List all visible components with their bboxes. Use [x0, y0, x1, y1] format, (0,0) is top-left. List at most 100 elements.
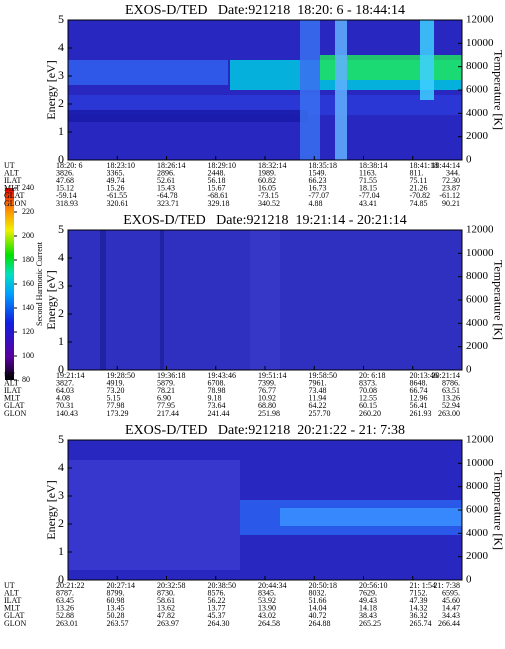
ephemeris-value: 50.28 — [107, 611, 125, 620]
ephemeris-value: 5.15 — [107, 394, 121, 403]
ephemeris-value: -61.55 — [107, 191, 128, 200]
ephemeris-value: 47.68 — [56, 176, 74, 185]
ephemeris-value: 74.85 — [410, 199, 428, 208]
ephemeris-value: 9.18 — [208, 394, 222, 403]
y-axis-label: Energy [eV] — [44, 480, 58, 539]
ephemeris-value: 15.67 — [208, 184, 226, 193]
ephemeris-value: 47.82 — [157, 611, 175, 620]
ephemeris-value: 265.74 — [410, 619, 432, 628]
ephemeris-value: 5879. — [157, 378, 175, 387]
ephemeris-value: 264.88 — [309, 619, 331, 628]
ephemeris-value: 52.61 — [157, 176, 175, 185]
ephemeris-value: 264.30 — [208, 619, 230, 628]
ephemeris-value: 1549. — [309, 168, 327, 177]
ephemeris-value: 10.92 — [258, 394, 276, 403]
spectrogram-texture — [100, 230, 106, 370]
y2-tick-label: 12000 — [466, 14, 494, 26]
y-tick-label: 1 — [58, 544, 64, 558]
ephemeris-value: 18:26:14 — [157, 161, 185, 170]
ephemeris-value: 16.73 — [309, 184, 327, 193]
ephemeris-value: 13.45 — [107, 604, 125, 613]
ephemeris-value: 13.77 — [208, 604, 226, 613]
y-tick-label: 2 — [58, 306, 64, 320]
ephemeris-label: GLAT — [4, 401, 25, 410]
ephemeris-value: 261.93 — [410, 409, 432, 418]
y-axis-label: Energy [eV] — [44, 60, 58, 119]
y2-tick-label: 10000 — [466, 457, 494, 469]
y2-tick-label: 12000 — [466, 224, 494, 236]
y2-tick-label: 4000 — [466, 317, 489, 329]
ephemeris-value: 19:51:14 — [258, 371, 286, 380]
colorbar-tick-label: 100 — [22, 351, 34, 360]
ephemeris-value: 14.04 — [309, 604, 327, 613]
ephemeris-value: 14.32 — [410, 604, 428, 613]
ephemeris-value: 18:35:18 — [309, 161, 337, 170]
ephemeris-value: 43.41 — [359, 199, 377, 208]
y-tick-label: 3 — [58, 488, 64, 502]
ephemeris-value: 6595. — [442, 588, 460, 597]
spectrogram-texture — [300, 20, 320, 160]
ephemeris-value: 18:23:10 — [107, 161, 135, 170]
y-axis-label: Energy [eV] — [44, 270, 58, 329]
ephemeris-value: 4.08 — [56, 394, 70, 403]
ephemeris-value: 15.43 — [157, 184, 175, 193]
ephemeris-value: 340.52 — [258, 199, 280, 208]
ephemeris-value: 64.22 — [309, 401, 327, 410]
y2-tick-label: 4000 — [466, 107, 489, 119]
ephemeris-value: 2896. — [157, 168, 175, 177]
ephemeris-value: 4.88 — [309, 199, 323, 208]
ephemeris-value: 49.74 — [107, 176, 125, 185]
ephemeris-value: -77.04 — [359, 191, 380, 200]
ephemeris-value: 12.55 — [359, 394, 377, 403]
ephemeris-value: 60.98 — [107, 596, 125, 605]
colorbar-tick-label: 80 — [22, 375, 30, 384]
ephemeris-value: 52.88 — [56, 611, 74, 620]
ephemeris-value: 66.74 — [410, 386, 428, 395]
ephemeris-value: 19:36:18 — [157, 371, 185, 380]
ephemeris-value: 52.94 — [442, 401, 460, 410]
ephemeris-value: 47.39 — [410, 596, 428, 605]
ephemeris-value: 60.82 — [258, 176, 276, 185]
colorbar-tick-label: 160 — [22, 279, 34, 288]
ephemeris-value: -61.12 — [439, 191, 460, 200]
ephemeris-value: 8345. — [258, 588, 276, 597]
colorbar-tick-label: 140 — [22, 303, 34, 312]
ephemeris-label: ALT — [4, 588, 19, 597]
ephemeris-value: 68.80 — [258, 401, 276, 410]
ephemeris-label: GLAT — [4, 611, 25, 620]
ephemeris-value: 12.96 — [410, 394, 428, 403]
ephemeris-value: 1989. — [258, 168, 276, 177]
ephemeris-value: 78.21 — [157, 386, 175, 395]
ephemeris-value: -68.61 — [208, 191, 229, 200]
spectrogram-texture — [280, 508, 462, 526]
ephemeris-label: ILAT — [4, 386, 21, 395]
ephemeris-value: 811. — [410, 168, 424, 177]
ephemeris-value: 18:20: 6 — [56, 161, 82, 170]
ephemeris-value: 265.25 — [359, 619, 381, 628]
ephemeris-value: 263.57 — [107, 619, 129, 628]
y2-tick-label: 10000 — [466, 37, 494, 49]
ephemeris-value: 73.64 — [208, 401, 226, 410]
spectrogram-texture — [68, 60, 228, 85]
ephemeris-value: 21: 7:38 — [434, 581, 460, 590]
ephemeris-value: 70.08 — [359, 386, 377, 395]
y2-axis-label: Temperature [K] — [491, 470, 505, 550]
spectrogram-texture — [250, 230, 280, 370]
ephemeris-label: MLT — [4, 394, 20, 403]
y2-tick-label: 0 — [466, 574, 472, 586]
y2-tick-label: 8000 — [466, 60, 489, 72]
ephemeris-value: 344. — [446, 168, 460, 177]
ephemeris-value: 40.72 — [309, 611, 327, 620]
ephemeris-value: 63.45 — [56, 596, 74, 605]
ephemeris-label: ALT — [4, 168, 19, 177]
ephemeris-value: 19:58:50 — [309, 371, 337, 380]
ephemeris-value: 7961. — [309, 378, 327, 387]
colorbar-tick-label: 220 — [22, 207, 34, 216]
ephemeris-value: 266.44 — [438, 619, 460, 628]
ephemeris-value: 264.58 — [258, 619, 280, 628]
ephemeris-value: 56.41 — [410, 401, 428, 410]
ephemeris-label: GLON — [4, 199, 26, 208]
ephemeris-value: 20:13:46 — [410, 371, 438, 380]
ephemeris-value: 7152. — [410, 588, 428, 597]
